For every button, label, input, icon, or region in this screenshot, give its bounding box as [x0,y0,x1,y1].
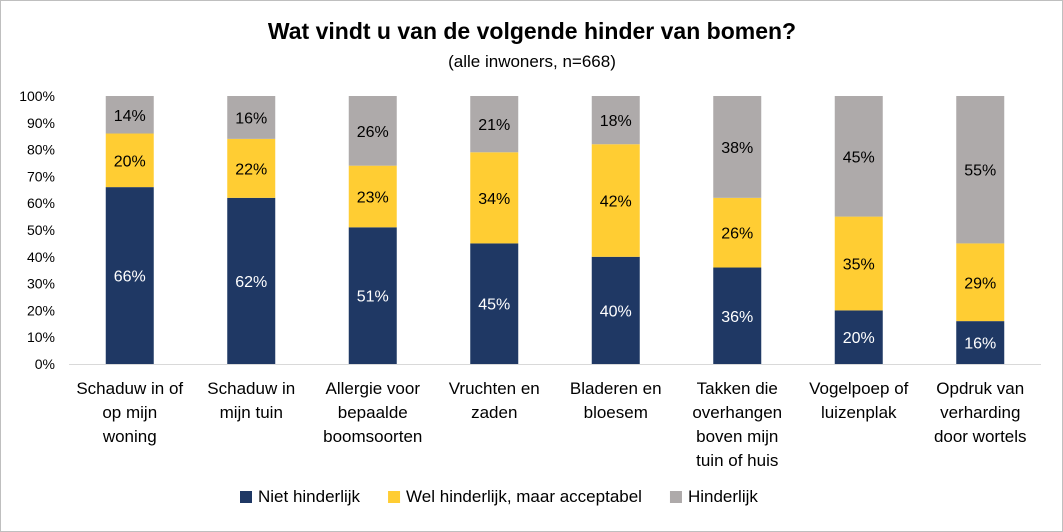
y-tick-label: 40% [27,249,55,265]
chart-title: Wat vindt u van de volgende hinder van b… [268,18,796,44]
legend-swatch [669,491,682,503]
bar-segment [470,152,519,244]
data-label: 55% [964,163,996,180]
data-label: 16% [964,336,996,353]
chart-subtitle: (alle inwoners, n=668) [448,52,616,71]
bar-segment [956,243,1005,322]
bar-segment [713,197,762,268]
y-tick-label: 50% [27,222,55,238]
data-label: 38% [721,140,753,157]
legend-label: Wel hinderlijk, maar acceptabel [406,487,642,506]
y-tick-label: 60% [27,195,55,211]
bar-segment [834,310,883,364]
data-label: 22% [235,161,267,178]
category-label: Bladeren en bloesem [570,379,662,422]
bar-segment [713,267,762,364]
bar-segment [348,96,397,166]
data-label: 45% [478,297,510,314]
category-label: Allergie voor bepaalde boomsoorten [323,379,422,446]
bar-segment [956,96,1005,244]
data-label: 16% [235,110,267,127]
data-label: 45% [843,149,875,166]
category-label: Opdruk van verharding door wortels [934,379,1027,446]
data-labels: 66% 20% 14% 62% 22% 16% 51% 23% 26% 45% 34% 21% 40% 4… [114,108,997,353]
data-label: 40% [600,303,632,320]
legend-swatch [388,491,401,503]
bar-segment [227,197,276,364]
y-tick-label: 20% [27,302,55,318]
bar-segment [105,187,154,364]
data-label: 36% [721,309,753,326]
legend-label: Hinderlijk [688,487,758,506]
legend-swatch [240,491,252,503]
data-label: 26% [357,124,389,141]
bar-segment [713,96,762,198]
data-label: 42% [600,194,632,211]
bar-segment [591,256,640,364]
y-tick-label: 90% [27,115,55,131]
y-tick-label: 0% [35,356,55,372]
bar-segment [227,96,276,139]
y-tick-label: 70% [27,168,55,184]
category-label: Vruchten en zaden [449,379,540,422]
data-label: 26% [721,226,753,243]
y-tick-label: 10% [27,329,55,345]
category-label: Takken die overhangen boven mijn tuin of hu… [692,379,782,470]
category-labels: Schaduw in of op mijn woning Schaduw in mijn… [76,379,1026,470]
bar-segment [470,96,519,153]
data-label: 66% [114,269,146,286]
bar-segment [591,96,640,145]
bar-segment [105,96,154,134]
bar-segment [834,216,883,311]
bar-segment [956,321,1005,364]
data-label: 34% [478,191,510,208]
bar-segment [470,243,519,364]
data-label: 62% [235,274,267,291]
legend-label: Niet hinderlijk [258,487,361,506]
y-tick-label: 100% [19,88,55,104]
data-label: 21% [478,117,510,134]
data-label: 51% [357,289,389,306]
data-label: 35% [843,257,875,274]
data-label: 20% [114,153,146,170]
legend: Niet hinderlijk Wel hinderlijk, maar acce… [240,487,758,506]
data-label: 14% [114,108,146,125]
y-axis: 0% 10% 20% 30% 40% 50% 60% 70% 80% 90% 100% [19,88,1041,372]
category-label: Vogelpoep of luizenplak [809,379,909,422]
bar-segment [348,227,397,364]
category-label: Schaduw in of op mijn woning [76,379,183,446]
bar-segment [591,144,640,257]
bar-segment [834,96,883,217]
data-label: 23% [357,190,389,207]
y-tick-label: 80% [27,142,55,158]
bars [105,96,1005,364]
bar-segment [105,133,154,188]
data-label: 20% [843,330,875,347]
bar-segment [348,165,397,228]
y-tick-label: 30% [27,276,55,292]
bar-segment [227,138,276,198]
category-label: Schaduw in mijn tuin [207,379,295,422]
data-label: 18% [600,113,632,130]
data-label: 29% [964,275,996,292]
